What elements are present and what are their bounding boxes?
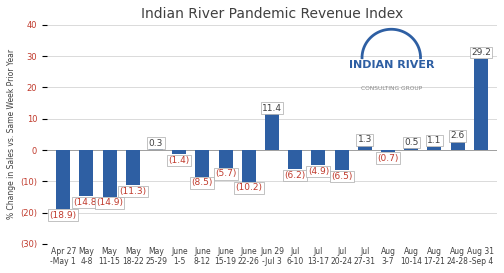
- Text: (8.5): (8.5): [192, 178, 213, 187]
- Text: (6.5): (6.5): [331, 172, 352, 181]
- Bar: [288, 150, 302, 170]
- Bar: [404, 149, 418, 150]
- Bar: [451, 142, 465, 150]
- Text: (14.8): (14.8): [73, 198, 100, 207]
- Bar: [265, 114, 279, 150]
- Text: CONSULTING GROUP: CONSULTING GROUP: [361, 86, 422, 91]
- Bar: [126, 150, 140, 185]
- Text: 0.3: 0.3: [149, 138, 163, 147]
- Text: INDIAN RIVER: INDIAN RIVER: [349, 60, 434, 70]
- Y-axis label: % Change in Sales vs. Same Week Prior Year: % Change in Sales vs. Same Week Prior Ye…: [7, 49, 16, 219]
- Text: 2.6: 2.6: [451, 131, 465, 140]
- Text: (10.2): (10.2): [235, 183, 262, 192]
- Bar: [358, 146, 372, 150]
- Bar: [149, 149, 163, 150]
- Bar: [381, 150, 395, 152]
- Bar: [311, 150, 326, 165]
- Text: (14.9): (14.9): [96, 198, 123, 207]
- Text: (5.7): (5.7): [215, 170, 236, 179]
- Text: 1.1: 1.1: [427, 136, 442, 145]
- Text: 0.5: 0.5: [404, 138, 418, 147]
- Bar: [196, 150, 209, 177]
- Bar: [335, 150, 349, 170]
- Text: 29.2: 29.2: [471, 48, 491, 57]
- Bar: [427, 147, 442, 150]
- Bar: [474, 59, 488, 150]
- Text: (6.2): (6.2): [285, 171, 306, 180]
- Text: (11.3): (11.3): [119, 187, 146, 196]
- Bar: [56, 150, 70, 209]
- Text: 11.4: 11.4: [262, 104, 282, 113]
- Bar: [242, 150, 256, 182]
- Bar: [219, 150, 232, 168]
- Text: (1.4): (1.4): [168, 156, 190, 165]
- Text: (18.9): (18.9): [49, 211, 77, 220]
- Text: (0.7): (0.7): [377, 154, 399, 163]
- Text: 1.3: 1.3: [358, 135, 372, 144]
- Title: Indian River Pandemic Revenue Index: Indian River Pandemic Revenue Index: [141, 7, 403, 21]
- Text: (4.9): (4.9): [308, 167, 329, 176]
- Bar: [172, 150, 186, 155]
- Bar: [80, 150, 93, 196]
- Bar: [103, 150, 116, 197]
